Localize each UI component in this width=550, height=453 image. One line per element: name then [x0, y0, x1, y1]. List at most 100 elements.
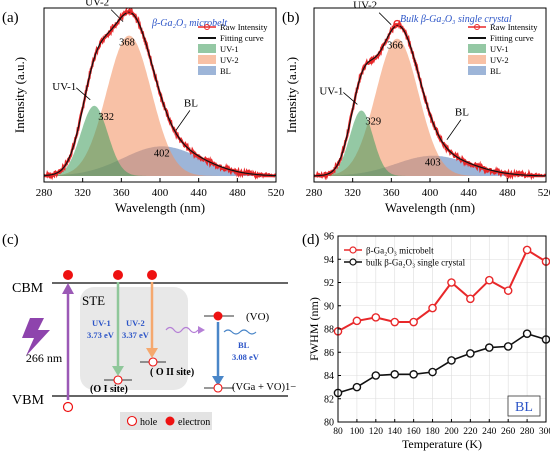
- data-point: [447, 278, 456, 287]
- legend-raw-marker: [474, 24, 480, 30]
- peak-uv1-value: 332: [98, 112, 114, 123]
- electron-dot: [113, 270, 123, 280]
- vbm-label: VBM: [12, 393, 44, 408]
- energy-transfer-arrowhead: [198, 326, 205, 334]
- raw-peak-marker: [393, 19, 401, 28]
- bl-energy: 3.08 eV: [232, 352, 260, 362]
- x-tick-label: 160: [407, 427, 422, 437]
- legend-label: BL: [490, 66, 501, 76]
- legend-label: Fitting curve: [220, 33, 264, 43]
- raw-peak-marker: [125, 8, 133, 15]
- peak-uv2-pointer: [110, 9, 124, 22]
- peak-bl-value: 403: [425, 158, 441, 169]
- panel-b-spectrum: (b) 280 320 360 400 440 480 520 Wavelength (nm…: [282, 0, 550, 215]
- data-point: [484, 275, 494, 285]
- fitting-curve-line: [314, 24, 546, 177]
- peak-bl-name: BL: [184, 97, 198, 109]
- panel-label-d: (d): [302, 232, 320, 248]
- data-point: [447, 356, 456, 365]
- component-uv-1-area: [314, 110, 546, 176]
- x-tick-label: 140: [388, 427, 403, 437]
- electron-dot: [147, 270, 157, 280]
- y-tick-label: 86: [324, 348, 334, 359]
- legend-label: Raw Intensity: [220, 22, 268, 32]
- legend-bl-swatch: [198, 66, 216, 75]
- legend-uv-2-swatch: [468, 55, 486, 64]
- y-tick-label: 90: [324, 301, 334, 312]
- x-axis-label-a: Wavelength (nm): [115, 200, 205, 215]
- peak-uv1-pointer: [343, 92, 358, 105]
- legend-label: Fitting curve: [490, 33, 534, 43]
- legend-series-marker: [349, 246, 357, 254]
- bl-name: BL: [238, 340, 250, 350]
- peak-uv1-name: UV-1: [319, 85, 343, 97]
- data-point: [466, 349, 475, 358]
- x-tick-label: 400: [152, 187, 169, 199]
- data-point: [390, 370, 400, 379]
- x-axis-label-b: Wavelength (nm): [385, 200, 475, 215]
- ste-region: [80, 287, 188, 390]
- legend-label: UV-2: [490, 55, 509, 65]
- peak-uv1-pointer: [76, 87, 91, 101]
- x-tick-label: 260: [501, 427, 516, 437]
- x-axis-label-d: Temperature (K): [402, 437, 482, 451]
- legend-series-label: bulk β-Ga₂O₃ single crystal: [366, 258, 466, 268]
- y-tick-label: 92: [324, 278, 334, 289]
- data-point: [371, 371, 381, 380]
- o2-site-label: ( O II site): [150, 367, 194, 378]
- data-point: [409, 317, 418, 327]
- excitation-wavelength: 266 nm: [26, 351, 63, 365]
- legend-hole-label: hole: [140, 417, 158, 428]
- hole-marker: [113, 375, 123, 385]
- data-point: [522, 245, 532, 255]
- legend-label: BL: [220, 66, 231, 76]
- data-point: [371, 313, 381, 322]
- legend-electron-marker: [165, 416, 175, 426]
- y-axis-label-d: FWHM (nm): [307, 297, 321, 361]
- legend-label: UV-2: [220, 55, 239, 65]
- o1-site-label: (O I site): [90, 384, 128, 395]
- peak-uv1-value: 329: [365, 116, 381, 127]
- x-tick-label: 480: [229, 187, 246, 199]
- lightning-icon: [22, 318, 50, 356]
- x-tick-label: 220: [463, 427, 478, 437]
- peak-bl-pointer: [446, 119, 462, 140]
- peak-uv1-name: UV-1: [52, 81, 76, 93]
- hole-marker: [213, 383, 223, 393]
- bl-emission-wave: [223, 329, 257, 335]
- x-tick-label: 280: [520, 427, 535, 437]
- panel-a-spectrum: (a) 280 320 360 400 440 480 520 Wavelength (nm…: [2, 0, 285, 215]
- data-point: [503, 286, 513, 295]
- legend-uv-1-swatch: [198, 44, 216, 53]
- x-tick-label: 280: [306, 187, 323, 199]
- data-point: [409, 370, 418, 379]
- component-uv-1-area: [44, 105, 276, 176]
- data-point: [466, 294, 475, 304]
- peak-bl-pointer: [175, 110, 191, 131]
- legend-hole-marker: [126, 415, 138, 427]
- complex-label: (VGa + VO)1−: [232, 382, 296, 393]
- y-axis-label-a: Intensity (a.u.): [12, 57, 27, 133]
- data-point: [484, 343, 494, 352]
- y-tick-label: 82: [324, 394, 334, 405]
- legend-label: UV-1: [490, 44, 509, 54]
- data-point: [428, 303, 437, 313]
- x-tick-label: 100: [350, 427, 365, 437]
- peak-uv2-name: UV-2: [85, 0, 109, 9]
- uv1-energy: 3.73 eV: [87, 330, 115, 340]
- x-tick-label: 320: [74, 187, 91, 199]
- electron-dot: [213, 311, 223, 321]
- bl-badge-label: BL: [515, 400, 533, 415]
- cbm-label: CBM: [12, 281, 44, 296]
- legend-raw-marker: [204, 24, 210, 30]
- uv1-arrowhead: [112, 366, 124, 376]
- legend-label: Raw Intensity: [490, 22, 538, 32]
- y-tick-label: 88: [324, 325, 334, 336]
- legend-label: UV-1: [220, 44, 239, 54]
- x-tick-label: 320: [344, 187, 361, 199]
- vo-label: (VO): [246, 311, 270, 323]
- x-tick-label: 180: [425, 427, 440, 437]
- legend-bl-swatch: [468, 66, 486, 75]
- title-annotation-b: Bulk β-Ga₂O₃ single crystal: [400, 14, 512, 25]
